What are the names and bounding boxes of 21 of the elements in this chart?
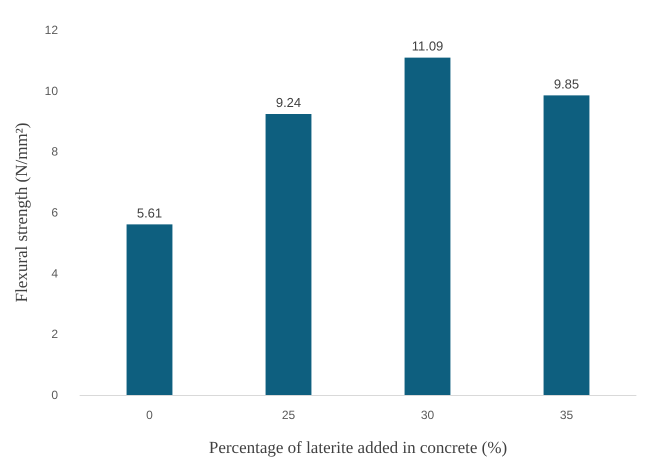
bar — [266, 114, 312, 395]
y-tick-label: 8 — [51, 144, 58, 159]
y-tick-label: 4 — [51, 266, 58, 280]
x-tick-label: 30 — [420, 408, 434, 422]
bar — [404, 58, 450, 395]
data-label: 9.24 — [276, 94, 302, 110]
bar — [126, 224, 172, 395]
y-tick-label: 2 — [51, 327, 58, 342]
data-label: 11.09 — [412, 38, 444, 54]
x-tick-label: 0 — [146, 408, 154, 422]
y-tick-label: 0 — [51, 388, 58, 402]
data-label: 5.61 — [136, 205, 162, 220]
y-axis-title: Flexural strength (N/mm²) — [12, 122, 31, 302]
y-tick-label: 12 — [44, 23, 58, 37]
x-tick-label: 35 — [560, 408, 574, 422]
data-label: 9.85 — [554, 76, 580, 92]
y-tick-label: 6 — [51, 206, 58, 220]
x-axis-title: Percentage of laterite added in concrete (%) — [208, 438, 508, 457]
y-tick-label: 10 — [44, 84, 58, 98]
x-tick-label: 25 — [282, 408, 296, 422]
bar — [544, 95, 590, 395]
